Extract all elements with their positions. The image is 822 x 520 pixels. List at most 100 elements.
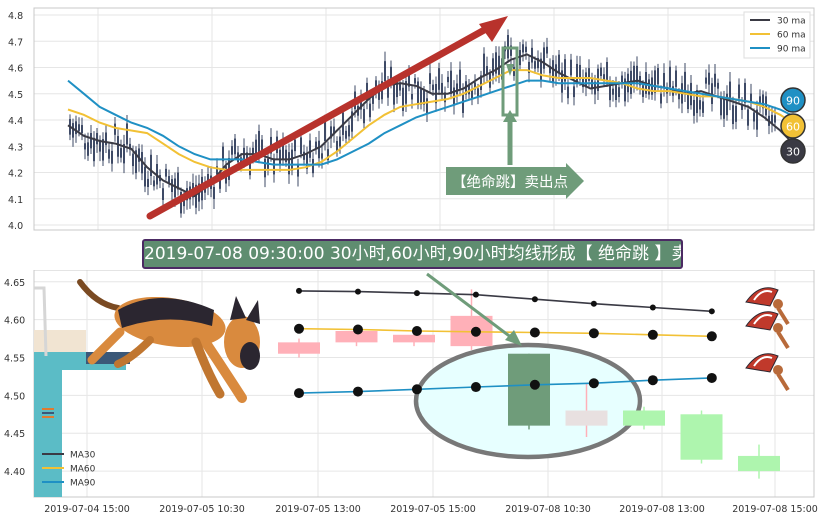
candle-body — [231, 146, 233, 155]
candle-body — [609, 83, 611, 101]
candle-body — [129, 143, 131, 150]
top-candles — [69, 29, 776, 218]
candle-body — [135, 150, 137, 174]
candle-body — [360, 96, 362, 110]
candle-body — [363, 108, 365, 124]
bottom-legend: MA30 MA60 MA90 — [42, 451, 96, 489]
y-tick-label: 4.7 — [8, 37, 23, 48]
ma-point — [413, 290, 420, 297]
candle-body — [252, 147, 254, 159]
ma-marker-label: 90 — [786, 95, 800, 108]
candle-body — [741, 104, 743, 111]
legend-label: MA60 — [70, 465, 96, 475]
y-tick-label: 4.1 — [8, 195, 23, 206]
candle-body — [564, 59, 566, 82]
candle-body — [648, 79, 650, 95]
candle-body — [471, 89, 473, 99]
candle-body — [150, 154, 152, 177]
candle-body — [723, 99, 725, 119]
candle-body — [114, 123, 116, 135]
candle-body — [528, 61, 530, 73]
candle-body — [714, 73, 716, 87]
candle-body — [345, 130, 347, 139]
ma-marker-label: 30 — [786, 146, 800, 159]
candle-body — [273, 158, 275, 175]
candle-body — [72, 123, 74, 138]
ma-point — [529, 379, 540, 390]
candle-body — [312, 158, 314, 174]
candle-body — [738, 84, 740, 99]
candle-body — [702, 101, 704, 113]
candle-body — [138, 148, 140, 162]
candle-body — [477, 88, 479, 97]
candle-body — [426, 98, 428, 114]
candle-body — [153, 180, 155, 187]
ma-point — [352, 386, 363, 397]
candle-body — [456, 83, 458, 95]
candle-body — [525, 46, 527, 53]
legend-label: MA90 — [70, 479, 96, 489]
candle-body — [618, 87, 620, 97]
candle-body — [567, 86, 569, 99]
x-tick-label: 2019-07-05 15:00 — [390, 504, 476, 515]
candle-body — [615, 84, 617, 101]
ma-line-60-ma — [67, 69, 797, 171]
callout-up-arrow-icon — [503, 110, 517, 122]
candle-body — [543, 47, 545, 69]
ma-point — [588, 328, 599, 339]
candle-body — [81, 125, 83, 134]
candle-body — [570, 59, 572, 76]
candle-body — [636, 65, 638, 85]
candle-body — [108, 149, 110, 159]
candle-body — [744, 82, 746, 103]
candle-body — [402, 87, 404, 111]
candle-body — [255, 139, 257, 154]
candle-body — [771, 114, 773, 125]
candle-body — [330, 126, 332, 139]
top-legend: 30 ma 60 ma 90 ma — [743, 11, 811, 59]
jumping-dog-illustration — [77, 279, 260, 403]
bottom-x-tick-labels: 2019-07-04 15:00 2019-07-05 10:30 2019-07-… — [44, 504, 818, 515]
sell-callout-label: 【绝命跳】卖出点 — [452, 173, 568, 191]
candle-body — [579, 64, 581, 80]
y-tick-label: 4.50 — [4, 391, 25, 402]
candle-body — [660, 93, 662, 104]
ma-point — [588, 378, 599, 389]
candle-body — [684, 71, 686, 94]
x-tick-label: 2019-07-08 15:00 — [732, 504, 818, 515]
candle-body — [663, 73, 665, 88]
candle-body — [720, 96, 722, 116]
ma-marker-60 — [780, 113, 806, 139]
candle-body — [99, 139, 101, 152]
candle-body — [285, 149, 287, 163]
candle-body — [279, 149, 281, 166]
ma-point — [294, 388, 304, 399]
candle-body — [576, 63, 578, 83]
candle-body — [105, 132, 107, 146]
candle-body — [675, 70, 677, 87]
candle-body — [492, 58, 494, 76]
candle-body — [498, 55, 500, 75]
candle-body — [747, 109, 749, 126]
candle-body — [717, 82, 719, 89]
candle-body — [762, 94, 764, 109]
ma-point — [531, 296, 538, 303]
candle-body — [540, 58, 542, 82]
candle-body — [372, 93, 374, 104]
candle-body — [243, 147, 245, 164]
candle-body — [642, 85, 644, 97]
candle-body — [450, 70, 452, 95]
ma-point — [411, 326, 422, 336]
y-tick-label: 4.40 — [4, 467, 25, 478]
candle-body — [522, 44, 524, 53]
candle-body — [162, 188, 164, 201]
candle-body — [459, 69, 461, 89]
legend-label: 30 ma — [777, 17, 806, 27]
ma-point — [647, 329, 658, 340]
candle-body — [759, 96, 761, 104]
ma-point — [296, 287, 302, 294]
candle-body — [612, 88, 614, 95]
candle-body — [414, 78, 416, 84]
parachute-icon — [745, 287, 790, 326]
candle-body — [441, 82, 443, 94]
